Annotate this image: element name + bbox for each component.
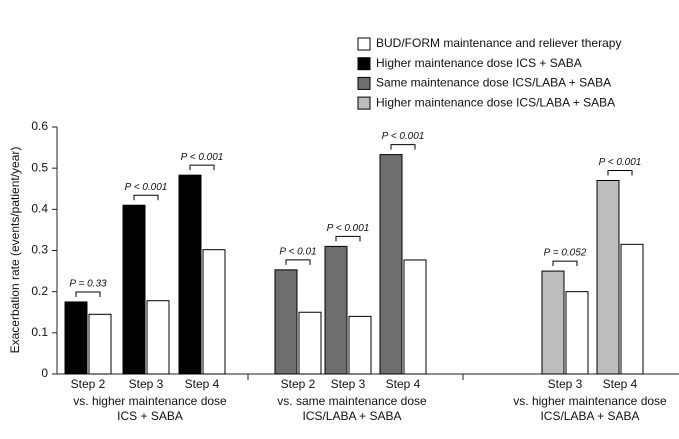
x-tick-label: Step 4: [185, 377, 220, 391]
x-tick-label: Step 4: [386, 377, 421, 391]
y-tick-label: 0.1: [31, 325, 48, 339]
bar: [178, 174, 202, 375]
p-value-label: P < 0.001: [382, 131, 425, 142]
p-bracket: [285, 259, 311, 265]
legend-swatch: [357, 57, 371, 71]
p-value-label: P < 0.01: [279, 246, 316, 257]
p-bracket: [189, 164, 215, 171]
bar: [620, 243, 644, 375]
bar: [274, 269, 298, 375]
x-tick-label: Step 3: [331, 377, 366, 391]
x-tick-label: Step 4: [603, 377, 638, 391]
bar: [379, 154, 403, 375]
bar: [88, 313, 112, 375]
bar: [324, 245, 348, 375]
x-tick-label: Step 3: [548, 377, 583, 391]
bar: [122, 204, 146, 375]
group-label: vs. same maintenance dose: [277, 394, 427, 408]
p-bracket: [390, 144, 416, 150]
y-tick-label: 0: [41, 366, 48, 380]
y-tick-label: 0.3: [31, 243, 48, 257]
p-value-label: P = 0.052: [544, 248, 587, 259]
p-value-label: P < 0.001: [327, 223, 370, 234]
p-value-label: P = 0.33: [69, 279, 107, 290]
legend-label: Same maintenance dose ICS/LABA + SABA: [376, 76, 611, 90]
y-tick-label: 0.2: [31, 284, 48, 298]
group-label: vs. higher maintenance dose: [73, 394, 227, 408]
bar: [146, 300, 170, 375]
p-value-label: P < 0.001: [125, 182, 168, 193]
p-bracket: [133, 194, 159, 201]
group-label: ICS/LABA + SABA: [540, 409, 639, 423]
x-tick-label: Step 2: [281, 377, 316, 391]
legend-label: Higher maintenance dose ICS + SABA: [376, 56, 582, 70]
legend-label: BUD/FORM maintenance and reliever therap…: [376, 36, 621, 50]
y-tick-label: 0.6: [31, 119, 48, 133]
p-value-label: P < 0.001: [599, 157, 642, 168]
legend-swatch: [357, 76, 371, 90]
y-axis-label: Exacerbation rate (events/patient/year): [8, 147, 22, 354]
y-tick-label: 0.4: [31, 202, 48, 216]
bar: [596, 180, 620, 375]
bar: [541, 270, 565, 375]
bar: [348, 315, 372, 375]
legend-swatch: [357, 96, 371, 110]
y-tick-label: 0.5: [31, 160, 48, 174]
bar: [565, 291, 589, 375]
x-tick-label: Step 2: [71, 377, 106, 391]
p-value-label: P < 0.001: [181, 152, 224, 163]
bar: [202, 249, 226, 375]
bar: [403, 259, 427, 375]
p-bracket: [75, 291, 101, 297]
group-label: ICS + SABA: [117, 409, 183, 423]
p-bracket: [607, 170, 633, 176]
p-bracket: [335, 235, 361, 242]
legend-label: Higher maintenance dose ICS/LABA + SABA: [376, 95, 615, 109]
bar: [298, 311, 322, 375]
legend-swatch: [357, 37, 371, 51]
group-label: ICS/LABA + SABA: [302, 409, 401, 423]
p-bracket: [552, 260, 578, 267]
group-label: vs. higher maintenance dose: [513, 394, 667, 408]
bar: [64, 301, 88, 375]
x-tick-label: Step 3: [129, 377, 164, 391]
